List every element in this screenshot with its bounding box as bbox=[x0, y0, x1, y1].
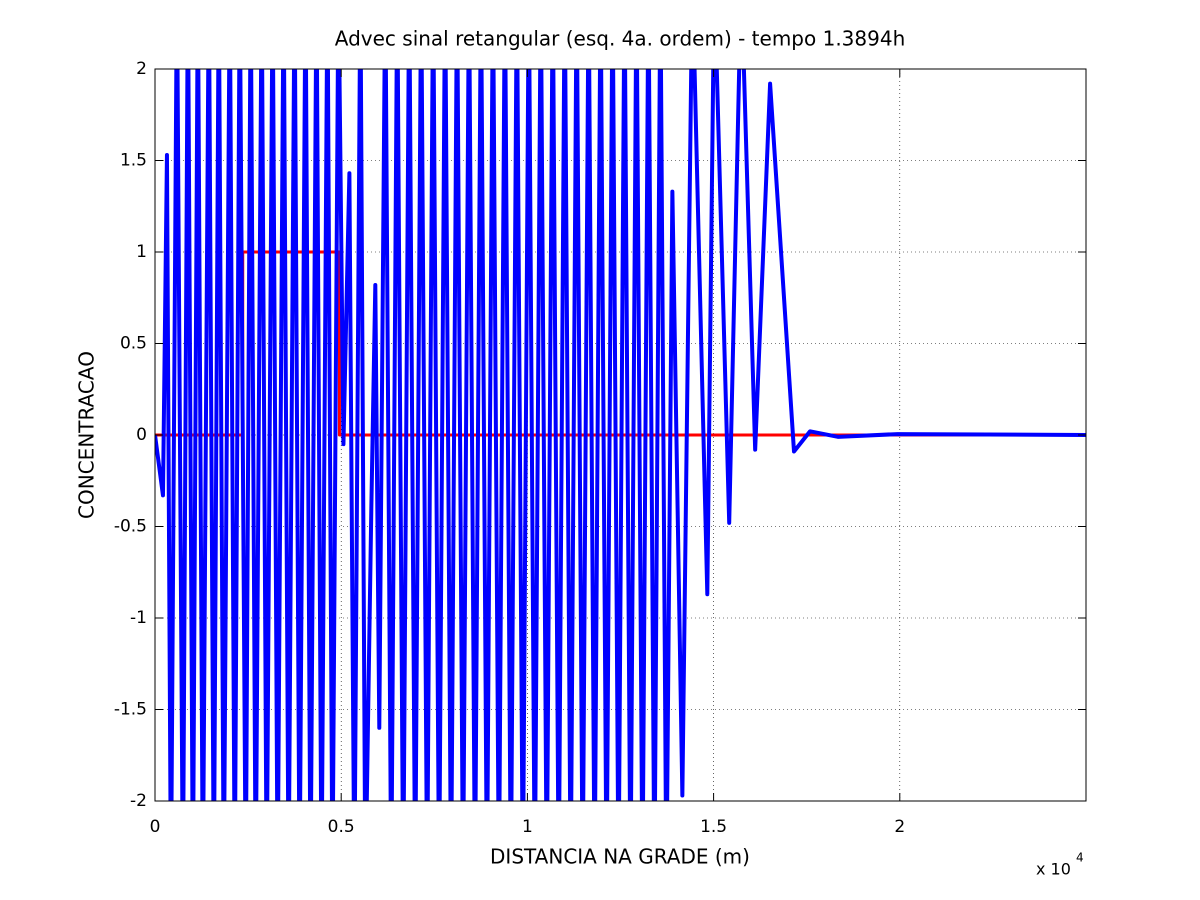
x-tick-label: 1.5 bbox=[700, 817, 727, 837]
y-tick-label: -0.5 bbox=[114, 517, 147, 537]
y-tick-label: 0 bbox=[136, 425, 147, 445]
x-tick-label: 0.5 bbox=[328, 817, 355, 837]
y-tick-label: 0.5 bbox=[120, 334, 147, 354]
x-tick-label: 2 bbox=[894, 817, 905, 837]
y-tick-label: -1.5 bbox=[114, 700, 147, 720]
x-tick-label: 1 bbox=[522, 817, 533, 837]
lines bbox=[155, 69, 1086, 801]
y-tick-label: 1.5 bbox=[120, 151, 147, 171]
chart-title: Advec sinal retangular (esq. 4a. ordem) … bbox=[335, 27, 906, 51]
x-axis-label: DISTANCIA NA GRADE (m) bbox=[490, 845, 750, 869]
labels: 0 0.5 1 1.5 2 -2 -1.5 -1 -0.5 0 0.5 1 1.5 2 bbox=[114, 59, 1086, 837]
x-multiplier: x 10 bbox=[1036, 860, 1071, 879]
data-line bbox=[155, 69, 1086, 801]
y-tick-label: -2 bbox=[130, 791, 147, 811]
x-tick-label: 0 bbox=[150, 817, 161, 837]
y-tick-label: 1 bbox=[136, 242, 147, 262]
y-tick-label: -1 bbox=[130, 608, 147, 628]
y-tick-label: 2 bbox=[136, 59, 147, 79]
x-multiplier-exponent: 4 bbox=[1076, 851, 1084, 865]
y-axis-label: CONCENTRACAO bbox=[75, 351, 99, 519]
